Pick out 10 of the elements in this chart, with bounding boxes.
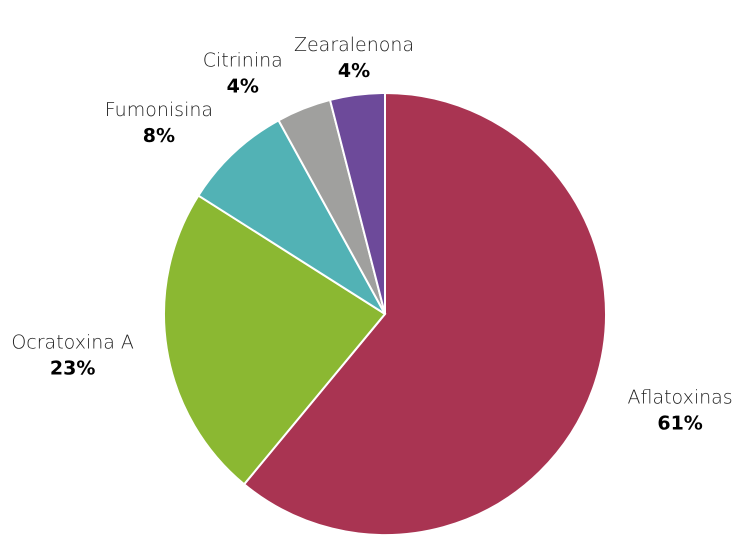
slice-label: Zearalenona xyxy=(294,34,414,56)
data-label: 61% xyxy=(657,412,703,435)
slice-label: Citrinina xyxy=(202,49,283,72)
data-label: 4% xyxy=(226,75,259,98)
slice-label: Ocratoxina A xyxy=(11,332,134,354)
slice-label: Fumonisina xyxy=(104,98,214,121)
slice-label: Aflatoxinas xyxy=(627,386,733,409)
data-label: 4% xyxy=(338,60,370,82)
data-label: 23% xyxy=(50,358,96,380)
data-label: 8% xyxy=(142,124,176,147)
